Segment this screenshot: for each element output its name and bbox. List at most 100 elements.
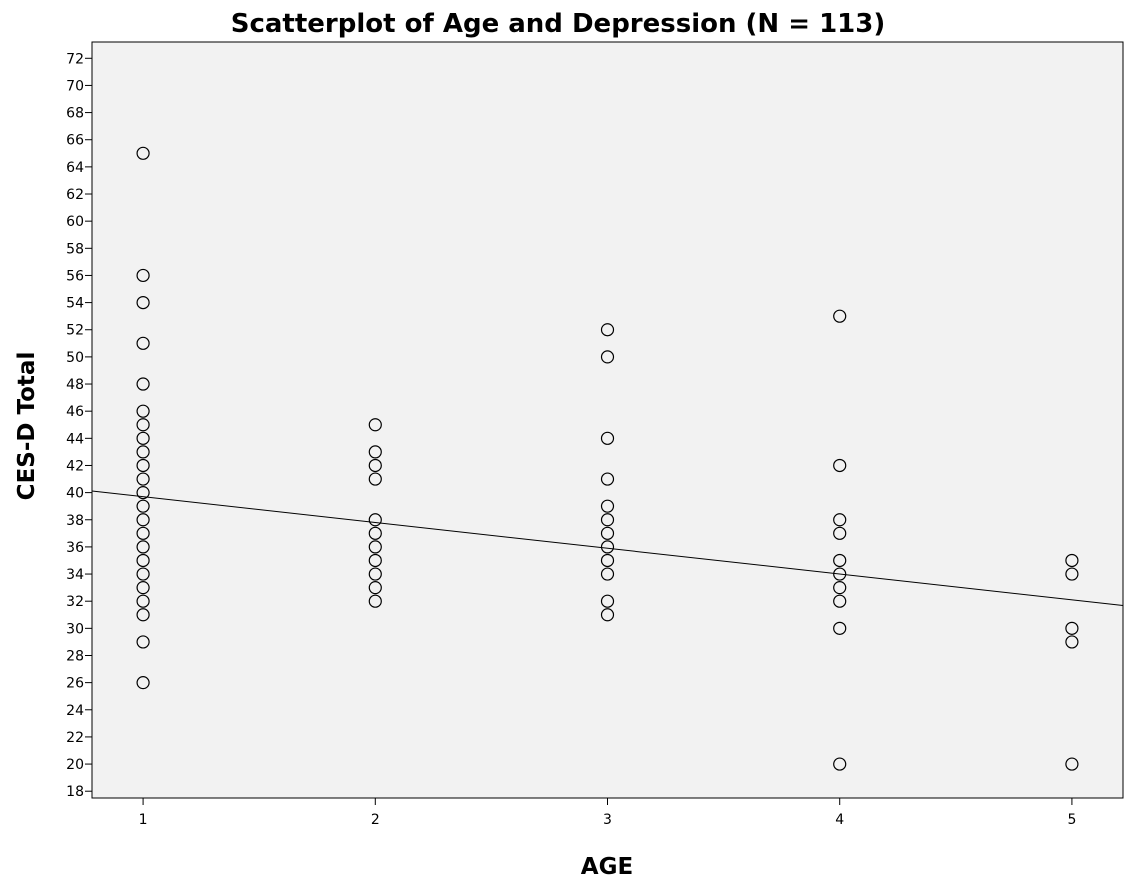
data-point: [600, 431, 615, 445]
data-point: [600, 540, 615, 554]
y-tick-label: 32: [66, 594, 84, 610]
data-point: [368, 418, 382, 432]
data-point: [136, 594, 150, 608]
data-point: [1065, 757, 1079, 771]
x-tick-label: 3: [603, 812, 612, 828]
data-point: [833, 621, 847, 635]
y-tick-label: 34: [66, 567, 84, 583]
data-point: [136, 635, 150, 649]
data-point: [833, 526, 847, 540]
data-point: [368, 567, 382, 581]
y-tick-label: 38: [66, 513, 84, 529]
data-point: [600, 323, 615, 337]
data-point: [136, 146, 150, 160]
data-point: [136, 458, 150, 473]
data-point: [368, 594, 382, 608]
data-point: [600, 567, 615, 581]
data-point: [833, 757, 847, 771]
y-tick-label: 44: [66, 431, 84, 447]
x-tick-label: 4: [835, 812, 844, 828]
x-tick-label: 1: [139, 812, 148, 828]
data-point: [600, 594, 615, 608]
y-tick-label: 50: [66, 350, 84, 366]
data-point: [136, 553, 150, 568]
data-point: [1065, 553, 1079, 568]
data-point: [136, 676, 150, 690]
y-axis: 18 20 22 24 26 28 30 32 34 36 38 40 42 44 46 48 50 52 54 56…: [66, 51, 92, 800]
data-point: [833, 567, 847, 581]
data-point: [1065, 621, 1079, 635]
data-point: [136, 404, 150, 418]
x-tick-label: 2: [371, 812, 380, 828]
regression-line: [91, 490, 1124, 607]
data-point: [368, 445, 382, 459]
data-point: [368, 472, 382, 486]
data-point: [368, 581, 382, 595]
y-tick-label: 22: [66, 730, 84, 746]
y-axis-label: CES-D Total: [14, 352, 40, 501]
y-tick-label: 30: [66, 621, 84, 637]
data-point: [136, 567, 150, 581]
data-point: [136, 581, 150, 595]
data-point: [368, 513, 382, 527]
y-tick-label: 42: [66, 458, 84, 474]
y-tick-label: 46: [66, 404, 84, 420]
data-point: [136, 431, 150, 445]
data-point: [136, 608, 150, 622]
data-point: [136, 526, 150, 540]
data-point: [833, 594, 847, 608]
data-point: [368, 526, 382, 540]
data-point: [368, 540, 382, 554]
y-tick-label: 72: [66, 51, 84, 67]
y-tick-label: 64: [66, 160, 84, 176]
data-point: [600, 513, 615, 527]
data-point: [136, 445, 150, 459]
y-tick-label: 70: [66, 78, 84, 94]
y-tick-label: 48: [66, 377, 84, 393]
data-point: [600, 350, 615, 364]
plot-area: [91, 41, 1124, 799]
data-point: [136, 268, 150, 283]
y-tick-label: 54: [66, 296, 84, 312]
y-tick-label: 60: [66, 214, 84, 230]
data-point: [136, 418, 150, 432]
data-point: [368, 458, 382, 473]
y-tick-label: 36: [66, 540, 84, 556]
data-point: [833, 553, 847, 568]
data-point: [136, 540, 150, 554]
y-tick-label: 18: [66, 784, 84, 800]
y-tick-label: 62: [66, 187, 84, 203]
fit-line-layer: [91, 490, 1124, 607]
y-tick-label: 56: [66, 268, 84, 284]
y-tick-label: 24: [66, 703, 84, 719]
data-point: [833, 513, 847, 527]
y-tick-label: 58: [66, 241, 84, 257]
x-tick-label: 5: [1067, 812, 1076, 828]
y-tick-label: 20: [66, 757, 84, 773]
x-axis: 1 2 3 4 5: [139, 798, 1076, 828]
data-points: [136, 146, 1079, 771]
y-tick-label: 26: [66, 676, 84, 692]
data-point: [136, 377, 150, 391]
data-point: [1065, 567, 1079, 581]
y-tick-label: 52: [66, 323, 84, 339]
y-tick-label: 28: [66, 648, 84, 664]
data-point: [368, 553, 382, 568]
data-point: [1065, 635, 1079, 649]
data-point: [136, 513, 150, 527]
data-point: [600, 472, 615, 486]
data-point: [833, 458, 847, 473]
data-point: [136, 295, 150, 310]
data-point: [136, 472, 150, 486]
data-point: [600, 526, 615, 540]
y-tick-label: 68: [66, 106, 84, 122]
data-point: [136, 486, 150, 500]
y-tick-label: 40: [66, 486, 84, 502]
data-point: [833, 309, 847, 323]
x-axis-label: AGE: [581, 854, 633, 880]
y-tick-label: 66: [66, 133, 84, 149]
data-point: [600, 553, 615, 568]
data-point: [600, 499, 615, 513]
